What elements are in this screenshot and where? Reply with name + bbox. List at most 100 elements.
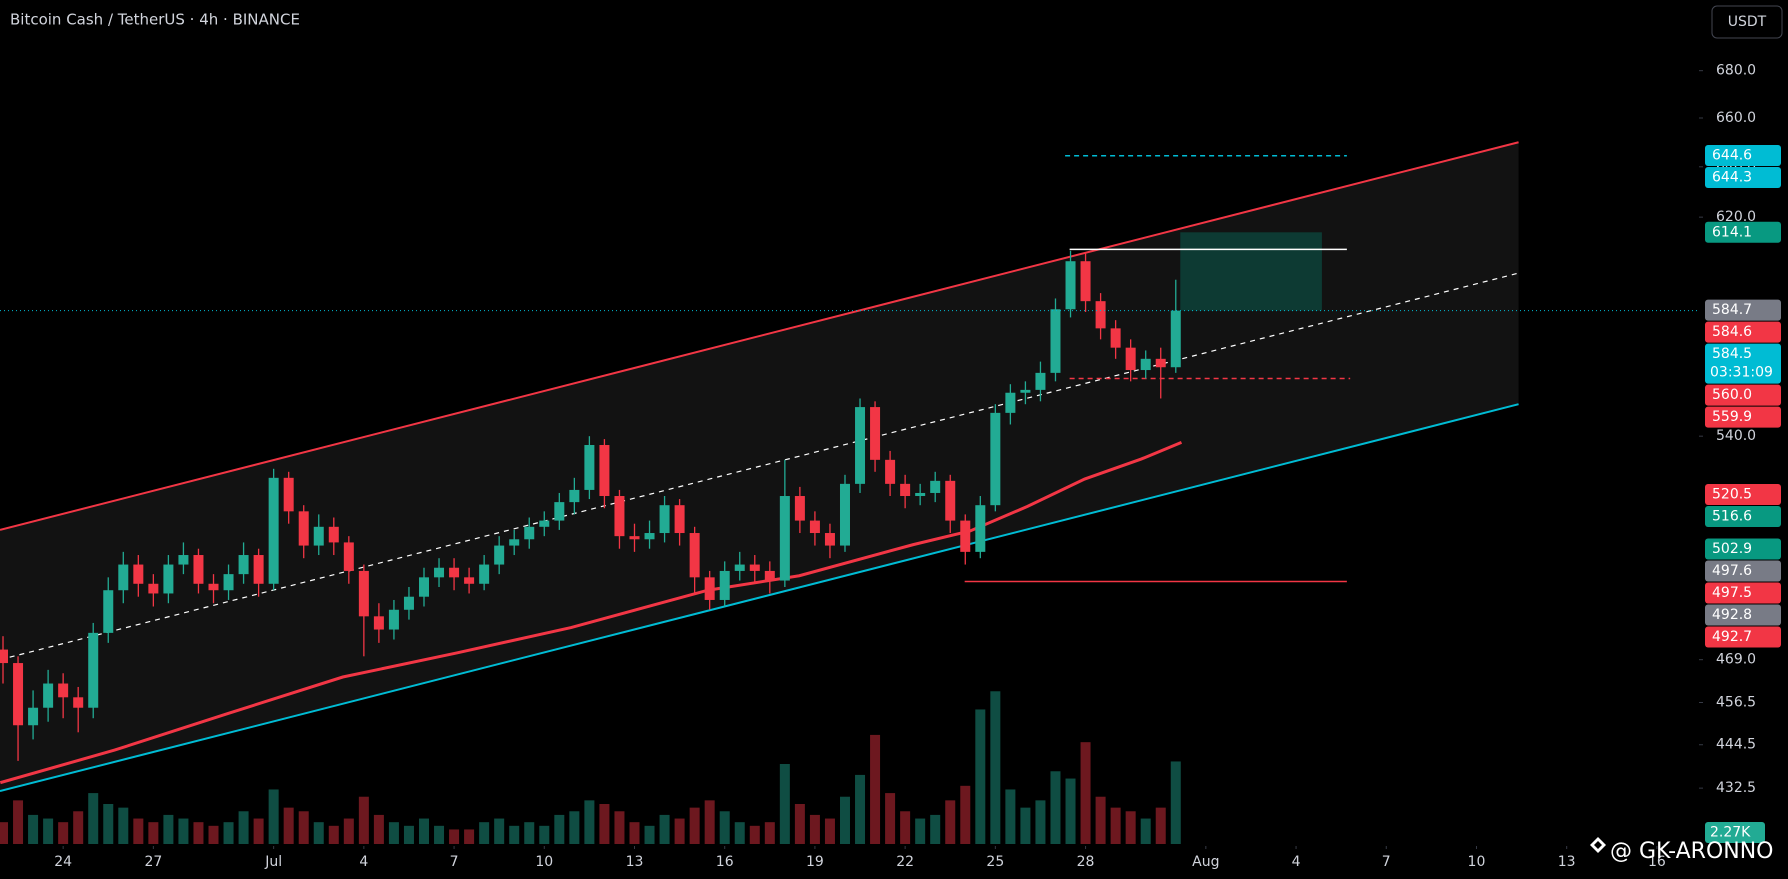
volume-bar bbox=[148, 822, 159, 844]
x-tick-label: 10 bbox=[1468, 854, 1486, 870]
volume-bar bbox=[569, 811, 580, 844]
volume-bar bbox=[73, 811, 84, 844]
candle-body bbox=[689, 533, 700, 578]
currency-label[interactable]: USDT bbox=[1728, 14, 1767, 30]
volume-bar bbox=[0, 822, 9, 844]
price-tag bbox=[1705, 384, 1781, 406]
volume-bar bbox=[779, 764, 790, 844]
volume-bar bbox=[88, 793, 99, 844]
volume-bar bbox=[313, 822, 324, 844]
volume-bar bbox=[1065, 778, 1076, 844]
volume-bar bbox=[975, 709, 986, 844]
candle-body bbox=[208, 583, 219, 591]
y-tick-label: 456.5 bbox=[1716, 695, 1756, 711]
candle-body bbox=[298, 511, 309, 546]
candle-body bbox=[1110, 328, 1121, 348]
price-tag-countdown: 03:31:09 bbox=[1710, 365, 1773, 381]
price-tag bbox=[1705, 604, 1781, 626]
candle-body bbox=[659, 505, 670, 534]
candle-body bbox=[178, 555, 189, 565]
volume-bar bbox=[1170, 761, 1181, 844]
volume-bar bbox=[388, 822, 399, 844]
candle-body bbox=[764, 570, 775, 581]
volume-bar bbox=[674, 818, 685, 844]
price-tag bbox=[1705, 343, 1781, 384]
candle-body bbox=[13, 663, 24, 726]
price-tag-label: 497.6 bbox=[1712, 563, 1752, 579]
volume-bar bbox=[584, 800, 595, 844]
candle-body bbox=[975, 505, 986, 552]
volume-bar bbox=[990, 691, 1001, 844]
volume-bar bbox=[764, 822, 775, 844]
candle-body bbox=[1170, 310, 1181, 368]
x-tick-label: 4 bbox=[1292, 854, 1301, 870]
candle-body bbox=[88, 632, 99, 708]
volume-bar bbox=[1140, 818, 1151, 844]
price-tag-label: 497.5 bbox=[1712, 585, 1752, 601]
volume-bar bbox=[434, 825, 445, 844]
volume-bar bbox=[479, 822, 490, 844]
candle-body bbox=[118, 564, 129, 591]
volume-bar bbox=[509, 825, 520, 844]
candle-body bbox=[704, 577, 715, 600]
candle-body bbox=[358, 570, 369, 617]
price-tag-label: 614.1 bbox=[1712, 224, 1752, 240]
volume-bar bbox=[1095, 796, 1106, 844]
volume-bar bbox=[253, 818, 264, 844]
y-tick-label: 680.0 bbox=[1716, 63, 1756, 79]
candle-body bbox=[268, 477, 279, 584]
candle-body bbox=[343, 542, 354, 571]
volume-bar bbox=[524, 822, 535, 844]
volume-bar bbox=[539, 825, 550, 844]
volume-bar bbox=[644, 825, 655, 844]
volume-bar bbox=[870, 734, 881, 844]
candle-body bbox=[614, 496, 625, 537]
price-tag bbox=[1705, 483, 1781, 505]
volume-bar bbox=[464, 829, 475, 844]
price-tag-label: 559.9 bbox=[1712, 409, 1752, 425]
candle-body bbox=[1035, 372, 1046, 390]
volume-bar bbox=[794, 804, 805, 844]
volume-bar bbox=[1005, 789, 1016, 844]
price-tag-label: 584.6 bbox=[1712, 324, 1752, 340]
candle-body bbox=[794, 496, 805, 521]
price-tag bbox=[1705, 299, 1781, 321]
volume-bar bbox=[839, 796, 850, 844]
candle-body bbox=[824, 533, 835, 546]
y-tick-label: 660.0 bbox=[1716, 110, 1756, 126]
x-tick-label: 19 bbox=[806, 854, 824, 870]
volume-bar bbox=[358, 796, 369, 844]
x-tick-label: 4 bbox=[359, 854, 368, 870]
volume-bar bbox=[689, 807, 700, 844]
candle-body bbox=[388, 609, 399, 630]
price-tag bbox=[1705, 582, 1781, 604]
candle-body bbox=[373, 616, 384, 630]
candle-body bbox=[554, 502, 565, 521]
x-tick-label: 16 bbox=[716, 854, 734, 870]
x-tick-label: 27 bbox=[144, 854, 162, 870]
currency-button[interactable] bbox=[1711, 5, 1783, 39]
volume-bar bbox=[328, 825, 339, 844]
candle-body bbox=[1155, 358, 1166, 368]
volume-bar bbox=[629, 822, 640, 844]
candle-body bbox=[479, 564, 490, 584]
volume-bar bbox=[449, 829, 460, 844]
price-tag-label: 644.6 bbox=[1712, 147, 1752, 163]
volume-bar bbox=[855, 774, 866, 844]
moving-average bbox=[0, 440, 1183, 785]
x-tick-label: 7 bbox=[450, 854, 459, 870]
x-tick-label: 25 bbox=[986, 854, 1004, 870]
volume-bar bbox=[915, 818, 926, 844]
volume-bar bbox=[268, 789, 279, 844]
candle-body bbox=[960, 520, 971, 552]
volume-bar bbox=[1035, 800, 1046, 844]
trendline bbox=[0, 403, 1519, 793]
x-tick-label: 22 bbox=[896, 854, 914, 870]
price-tag bbox=[1705, 166, 1781, 188]
price-tag-label: 584.5 bbox=[1712, 346, 1752, 362]
candle-body bbox=[1080, 261, 1091, 302]
x-tick-label: 10 bbox=[535, 854, 553, 870]
candle-body bbox=[494, 545, 505, 565]
candle-body bbox=[253, 555, 264, 584]
